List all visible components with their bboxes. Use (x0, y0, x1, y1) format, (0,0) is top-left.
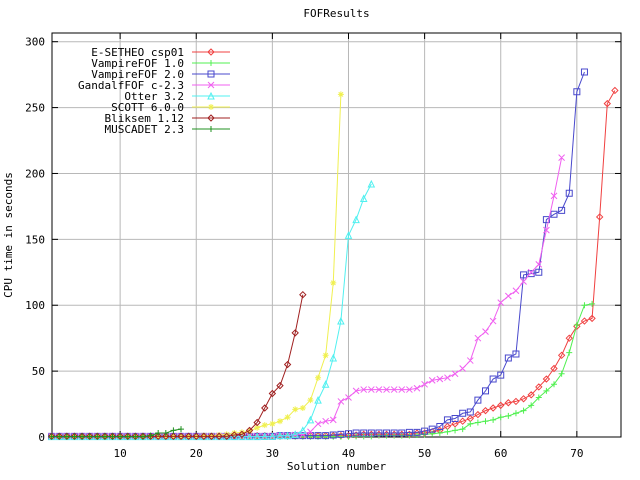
legend-label: SCOTT 6.0.0 (111, 101, 184, 114)
legend-label: Bliksem 1.12 (105, 112, 184, 125)
plus-marker-icon (48, 300, 596, 440)
x-tick-label: 40 (342, 447, 355, 460)
legend-entry-gandalffof-c-2-3: GandalfFOF c-2.3 (78, 79, 230, 92)
x-marker-icon (207, 81, 215, 89)
x-axis-label: Solution number (287, 460, 387, 473)
triangle-marker-icon (47, 179, 376, 441)
y-axis-label: CPU time in seconds (2, 172, 15, 298)
y-tick-label: 150 (25, 233, 45, 246)
x-marker-icon (48, 154, 565, 440)
series-line (51, 294, 304, 437)
legend-entry-e-setheo-csp01: E-SETHEO csp01 (91, 46, 230, 59)
series-otter-3-2 (47, 179, 376, 441)
legend-label: VampireFOF 1.0 (91, 57, 184, 70)
y-tick-label: 50 (32, 365, 45, 378)
chart-title: FOFResults (303, 7, 369, 20)
y-tick-label: 250 (25, 102, 45, 115)
x-tick-label: 50 (418, 447, 431, 460)
y-tick-label: 100 (25, 299, 45, 312)
diamond-marker-icon (47, 86, 619, 441)
series-line (51, 157, 563, 437)
triangle-marker-icon (207, 91, 215, 100)
grid-lines (52, 33, 621, 437)
x-tick-label: 30 (266, 447, 279, 460)
plus-marker-icon (208, 60, 214, 66)
plus-marker-icon (208, 126, 214, 132)
plus-marker-icon (48, 426, 185, 440)
legend-label: MUSCADET 2.3 (105, 123, 184, 136)
legend-label: GandalfFOF c-2.3 (78, 79, 184, 92)
legend-entry-bliksem-1-12: Bliksem 1.12 (105, 112, 230, 125)
x-tick-label: 70 (570, 447, 583, 460)
square-marker-icon (207, 70, 215, 78)
diamond-marker-icon (47, 290, 307, 441)
x-tick-label: 60 (494, 447, 507, 460)
series-muscadet-2-3 (48, 426, 185, 440)
y-tick-label: 200 (25, 167, 45, 180)
series-e-setheo-csp01 (47, 86, 619, 441)
legend-entry-scott-6-0-0: SCOTT 6.0.0 (111, 101, 230, 114)
series-line (51, 90, 616, 437)
series-bliksem-1-12 (47, 290, 307, 441)
series-vampirefof-1-0 (48, 300, 596, 440)
y-tick-label: 0 (38, 431, 45, 444)
legend-label: E-SETHEO csp01 (91, 46, 184, 59)
legend-entry-vampirefof-2-0: VampireFOF 2.0 (91, 68, 230, 81)
tick-labels: 0 50 100 150 200 250 300 10 20 30 40 50 60 70 (25, 36, 583, 460)
series-line (51, 183, 372, 438)
legend-entry-vampirefof-1-0: VampireFOF 1.0 (91, 57, 230, 70)
legend-label: VampireFOF 2.0 (91, 68, 184, 81)
legend-label: Otter 3.2 (124, 90, 184, 103)
asterisk-marker-icon (208, 104, 214, 110)
x-tick-label: 20 (190, 447, 203, 460)
x-tick-label: 10 (114, 447, 127, 460)
legend-entry-muscadet-2-3: MUSCADET 2.3 (105, 123, 230, 136)
diamond-marker-icon (207, 48, 215, 56)
diamond-marker-icon (207, 114, 215, 122)
legend-entry-otter-3-2: Otter 3.2 (124, 90, 230, 103)
series-line (51, 303, 593, 438)
series-gandalffof-c-2-3 (48, 154, 565, 440)
y-tick-label: 300 (25, 36, 45, 49)
